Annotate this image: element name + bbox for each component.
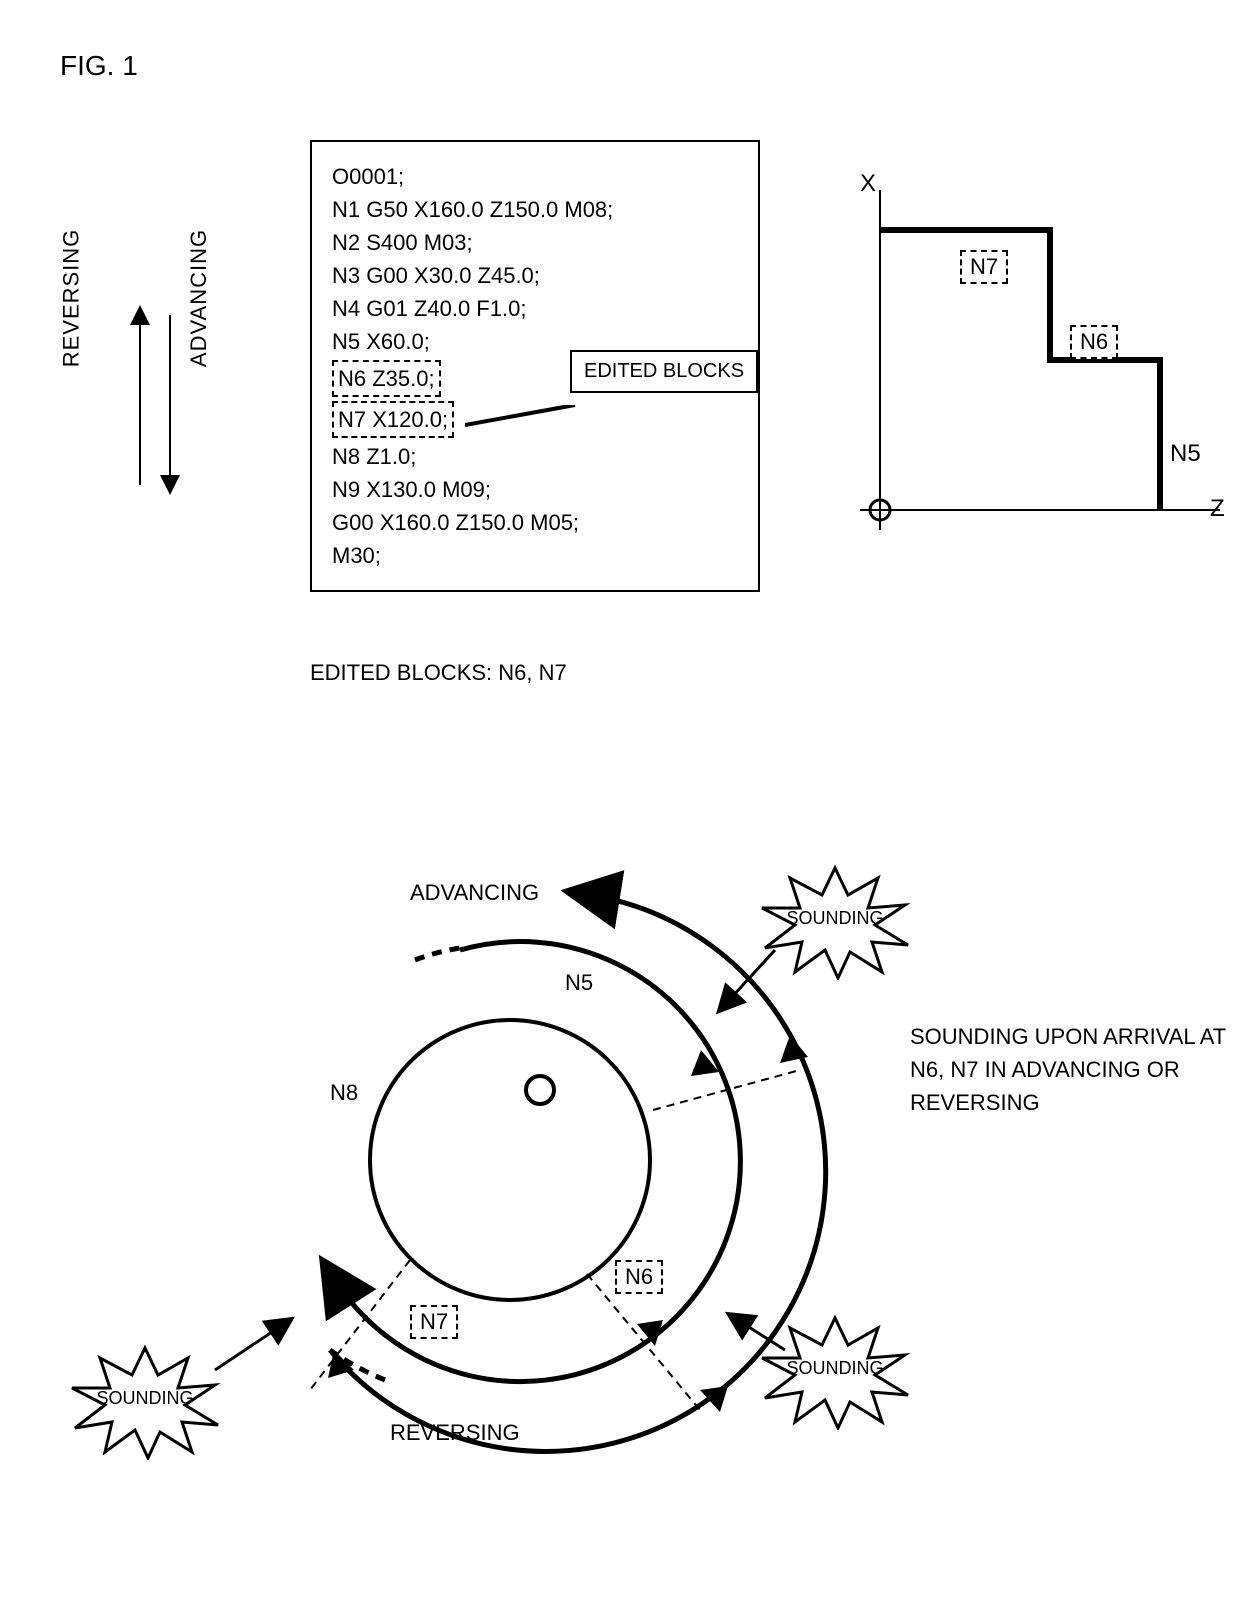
path-label-n6: N6: [1070, 325, 1118, 359]
z-axis-label: Z: [1210, 495, 1225, 523]
code-line: G00 X160.0 Z150.0 M05;: [332, 506, 738, 539]
path-label-n5: N5: [1170, 440, 1201, 468]
burst-connectors: [60, 780, 960, 1530]
code-line: O0001;: [332, 160, 738, 193]
figure-label: FIG. 1: [60, 50, 138, 82]
callout-leader: [465, 405, 585, 445]
bottom-section: ADVANCING REVERSING N5 N8 N6 N7 SOUNDING…: [60, 780, 1200, 1530]
edited-line-n7: N7 X120.0;: [332, 401, 454, 438]
toolpath-diagram: X Z N7 N6 N5: [830, 160, 1230, 580]
code-line: N4 G01 Z40.0 F1.0;: [332, 292, 738, 325]
code-line: N2 S400 M03;: [332, 226, 738, 259]
toolpath-svg: [830, 160, 1230, 580]
code-line: N1 G50 X160.0 Z150.0 M08;: [332, 193, 738, 226]
code-line: N3 G00 X30.0 Z45.0;: [332, 259, 738, 292]
edited-line-n6: N6 Z35.0;: [332, 360, 441, 397]
path-label-n7: N7: [960, 250, 1008, 284]
code-line: N9 X130.0 M09;: [332, 473, 738, 506]
edited-blocks-summary: EDITED BLOCKS: N6, N7: [310, 660, 567, 686]
direction-arrows: [120, 305, 200, 505]
sounding-note: SOUNDING UPON ARRIVAL AT N6, N7 IN ADVAN…: [910, 1020, 1240, 1119]
x-axis-label: X: [860, 170, 876, 198]
reversing-label: REVERSING: [58, 229, 84, 368]
top-section: REVERSING ADVANCING O0001; N1 G50 X160.0…: [60, 140, 1180, 690]
code-line: M30;: [332, 539, 738, 572]
edited-blocks-callout: EDITED BLOCKS: [570, 350, 758, 393]
